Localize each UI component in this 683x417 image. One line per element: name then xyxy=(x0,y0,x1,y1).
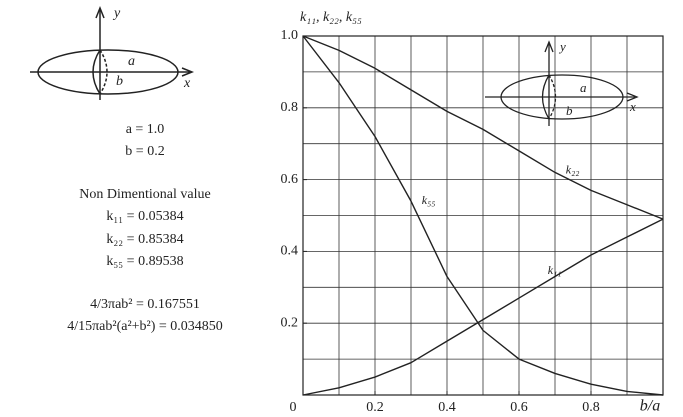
chart-title: k₁₁, k₂₂, k₅₅ xyxy=(300,10,362,25)
left-diagram xyxy=(30,5,195,100)
info-line: 4/15πab²(a²+b²) = 0.034850 xyxy=(67,319,223,334)
y-tick-label: 1.0 xyxy=(281,28,299,43)
inset-label: y xyxy=(558,39,566,54)
info-line: a = 1.0 xyxy=(126,122,165,137)
info-line: 4/3πab² = 0.167551 xyxy=(90,297,200,312)
series-label: k₅₅ xyxy=(422,193,436,207)
y-tick-label: 0.8 xyxy=(281,100,299,115)
diagram-label: a xyxy=(128,54,135,69)
series-line xyxy=(302,35,664,220)
x-tick-label: 0.2 xyxy=(366,400,384,415)
inset-label: x xyxy=(629,99,636,114)
series-label: k₂₂ xyxy=(566,162,580,176)
inset-label: a xyxy=(580,80,587,95)
series-line xyxy=(302,218,664,396)
x-tick-label: 0.4 xyxy=(438,400,456,415)
diagram-label: x xyxy=(183,76,191,91)
left-text: a = 1.0 b = 0.2 Non Dimentional value k₁₁ =… xyxy=(67,122,223,334)
y-tick-label: 0.6 xyxy=(281,172,299,187)
info-line: k₂₂ = 0.85384 xyxy=(106,232,183,247)
info-line: b = 0.2 xyxy=(125,144,164,159)
info-line: Non Dimentional value xyxy=(79,187,210,202)
x-tick-label: 0.8 xyxy=(582,400,600,415)
x-tick-label: 0 xyxy=(290,400,297,415)
info-line: k₁₁ = 0.05384 xyxy=(106,209,183,224)
plot-frame xyxy=(302,35,664,396)
series-label: k₁₁ xyxy=(548,263,562,277)
y-tick-label: 0.2 xyxy=(281,315,299,330)
x-axis-label: b/a xyxy=(640,398,660,415)
x-tick-label: 0.6 xyxy=(510,400,528,415)
inset-diagram xyxy=(485,40,639,126)
diagram-label: y xyxy=(112,6,121,21)
info-line: k₅₅ = 0.89538 xyxy=(106,254,183,269)
series-line xyxy=(302,35,664,396)
inset-label: b xyxy=(566,103,573,118)
y-tick-label: 0.4 xyxy=(281,244,299,259)
diagram-label: b xyxy=(116,74,123,89)
